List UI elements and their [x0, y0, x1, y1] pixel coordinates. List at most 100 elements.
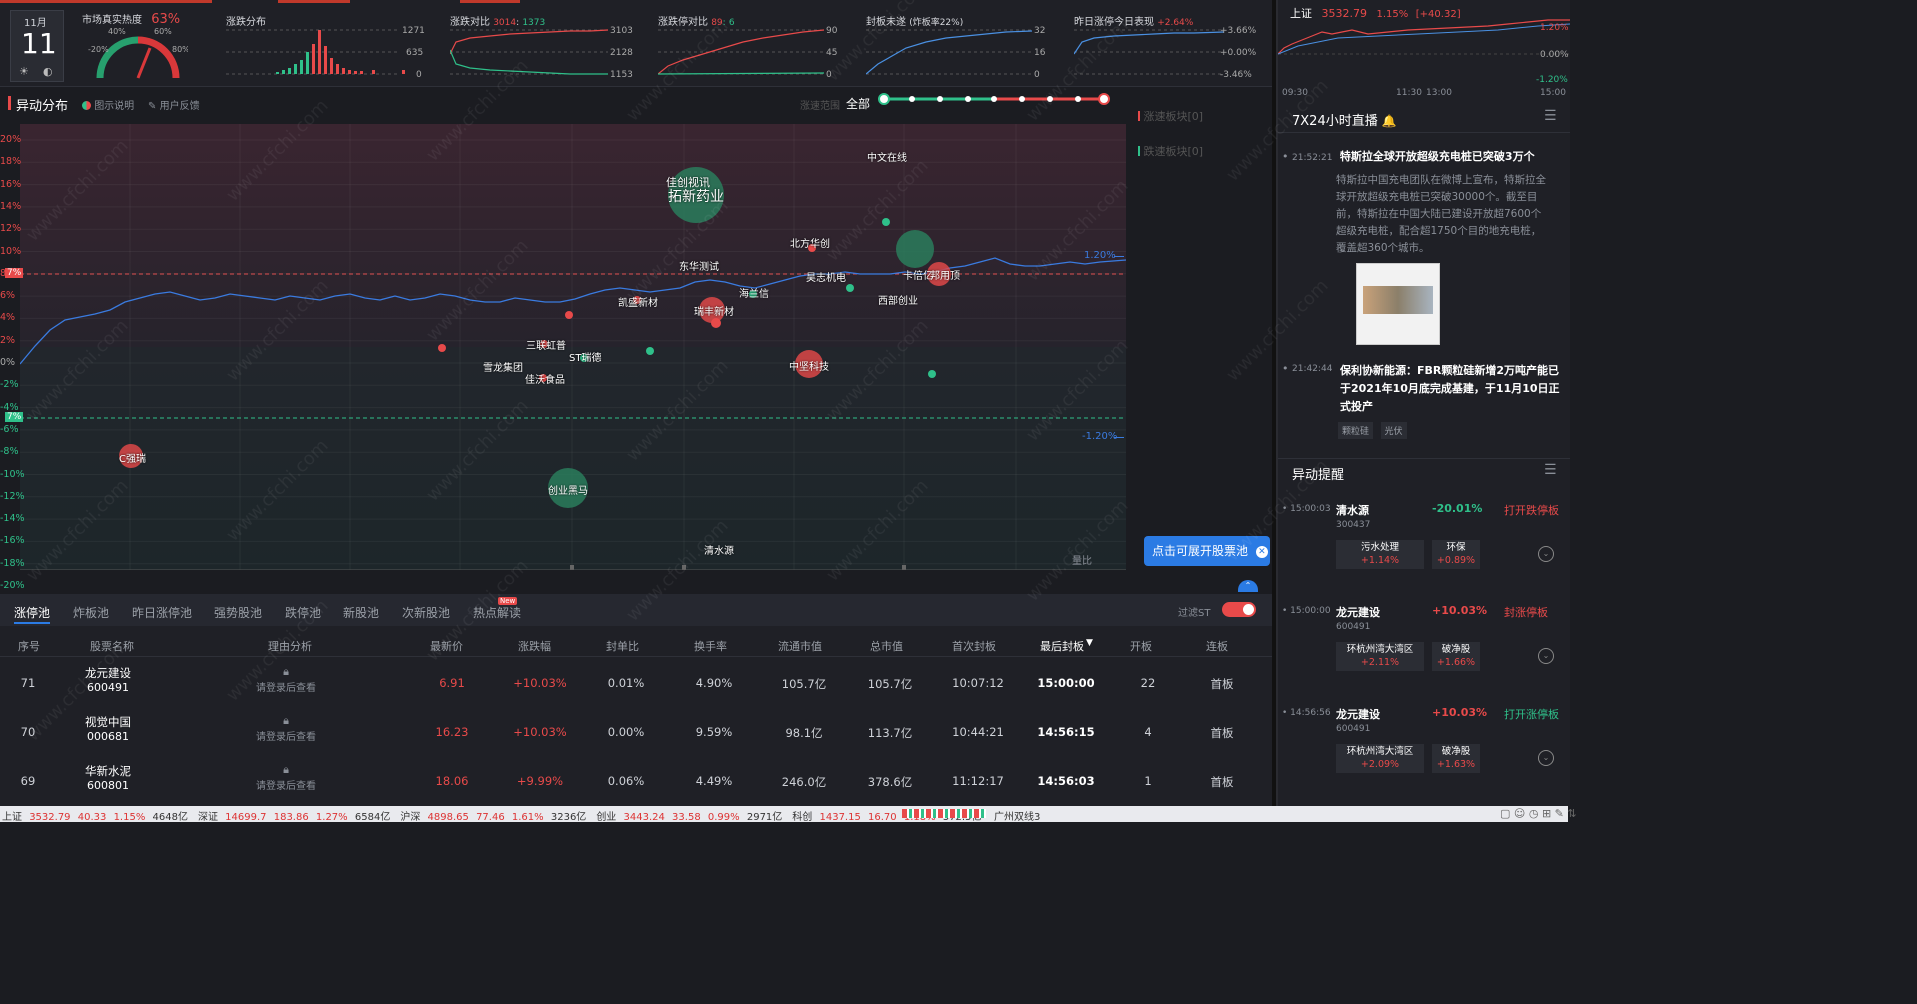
stock-bubble[interactable]	[565, 311, 573, 319]
tab-new-stock-pool[interactable]: 新股池	[343, 606, 380, 620]
status-index[interactable]: 上证 3532.79 40.33 1.15% 4648亿	[2, 812, 188, 823]
stock-bubble[interactable]	[846, 284, 854, 292]
alert-time: 15:00:00	[1290, 606, 1331, 616]
news-tag[interactable]: 光伏	[1380, 422, 1407, 439]
menu-icon[interactable]: ☰	[1544, 108, 1557, 124]
tab-hot-topics[interactable]: 热点解读	[473, 606, 522, 620]
alert-sector-tag[interactable]: 环杭州湾大湾区 +2.11%	[1336, 642, 1424, 671]
alert-stock-name[interactable]: 龙元建设	[1336, 708, 1380, 721]
feedback-label: 用户反馈	[159, 101, 200, 112]
expand-chevron-icon[interactable]: ⌄	[1538, 546, 1554, 562]
menu-icon[interactable]: ☰	[1544, 462, 1557, 478]
stock-bubble[interactable]	[438, 344, 446, 352]
cell-name[interactable]: 龙元建设 600491	[85, 665, 131, 694]
stock-bubble[interactable]	[699, 297, 725, 323]
filter-st-toggle[interactable]	[1222, 602, 1256, 617]
column-header[interactable]: 首次封板	[952, 640, 996, 653]
alert-stock-name[interactable]: 清水源	[1336, 504, 1369, 517]
stock-bubble[interactable]	[711, 318, 721, 328]
cell-name[interactable]: 视觉中国 000681	[85, 714, 131, 743]
close-icon[interactable]: ✕	[1255, 546, 1268, 558]
tab-limit-up-pool[interactable]: 涨停池	[14, 606, 51, 620]
alert-sector-tag[interactable]: 污水处理 +1.14%	[1336, 540, 1424, 569]
stock-bubble[interactable]	[882, 218, 890, 226]
tab-strong-pool[interactable]: 强势股池	[214, 606, 263, 620]
stock-bubble[interactable]	[749, 290, 757, 298]
limit-level: 0	[826, 70, 832, 80]
system-tray-icons[interactable]: ▢ ☺ ◷ ⊞ ✎ ⇅	[1500, 807, 1577, 820]
news-headline[interactable]: 特斯拉全球开放超级充电桩已突破3万个	[1339, 150, 1535, 163]
alert-item[interactable]: • 14:56:56 龙元建设 600491 +10.03% 打开涨停板 环杭州湾大湾区 +…	[1278, 702, 1570, 798]
stock-bubble[interactable]	[808, 244, 816, 252]
column-header[interactable]: 最后封板	[1040, 640, 1084, 653]
column-header[interactable]: 总市值	[870, 640, 903, 653]
stock-bubble[interactable]	[668, 167, 724, 223]
tab-limit-down-pool[interactable]: 跌停池	[285, 606, 322, 620]
moon-icon[interactable]: ◐	[43, 65, 53, 78]
distribution-level: 0	[416, 70, 422, 80]
alert-item[interactable]: • 15:00:00 龙元建设 600491 +10.03% 封涨停板 环杭州湾大湾区 +2…	[1278, 600, 1570, 696]
seal-sub: (炸板率22%)	[909, 18, 964, 28]
status-index[interactable]: 创业 3443.24 33.58 0.99% 2971亿	[596, 812, 783, 823]
expand-chevron-icon[interactable]: ⌄	[1538, 750, 1554, 766]
expand-chevron-icon[interactable]: ⌄	[1538, 648, 1554, 664]
cell-reason[interactable]: 🔒︎ 请登录后查看	[256, 714, 316, 743]
stock-bubble[interactable]	[539, 374, 547, 382]
speed-range-slider[interactable]	[878, 90, 1110, 112]
legend-button[interactable]: 图示说明	[82, 97, 134, 112]
cell-name[interactable]: 华新水泥 600801	[85, 763, 131, 792]
news-item[interactable]: • 21:42:44 保利协新能源：FBR颗粒硅新增2万吨产能已于2021年10…	[1282, 362, 1566, 439]
column-header[interactable]: 封单比	[606, 640, 639, 653]
column-header[interactable]: 理由分析	[268, 640, 312, 653]
stock-bubble[interactable]	[119, 444, 143, 468]
feedback-button[interactable]: ✎ 用户反馈	[148, 97, 200, 112]
news-image[interactable]	[1356, 263, 1440, 345]
column-header[interactable]: 序号	[18, 640, 40, 653]
column-header[interactable]: 开板	[1130, 640, 1152, 653]
alert-sector-tag[interactable]: 环杭州湾大湾区 +2.09%	[1336, 744, 1424, 773]
tab-sub-new-pool[interactable]: 次新股池	[402, 606, 451, 620]
sort-desc-icon[interactable]: ▼	[1086, 638, 1093, 648]
column-header[interactable]: 最新价	[430, 640, 463, 653]
news-headline[interactable]: 保利协新能源：FBR颗粒硅新增2万吨产能已于2021年10月底完成基建，于11月…	[1340, 364, 1560, 413]
alert-item[interactable]: • 15:00:03 清水源 300437 -20.01% 打开跌停板 污水处理 +1.14…	[1278, 498, 1570, 594]
news-item[interactable]: • 21:52:21 特斯拉全球开放超级充电桩已突破3万个 特斯拉中国充电团队在…	[1282, 148, 1566, 345]
status-index[interactable]: 深证 14699.7 183.86 1.27% 6584亿	[197, 812, 391, 823]
stock-bubble[interactable]	[548, 468, 588, 508]
column-header[interactable]: 连板	[1206, 640, 1228, 653]
anomaly-scatter-plot[interactable]	[20, 124, 1126, 570]
stock-bubble[interactable]	[896, 230, 934, 268]
stock-bubble[interactable]	[633, 296, 641, 304]
stock-bubble[interactable]	[927, 262, 951, 286]
news-tag[interactable]: 颗粒硅	[1338, 422, 1374, 439]
rise-block-label[interactable]: 涨速板块[0]	[1138, 108, 1203, 124]
column-header[interactable]: 流通市值	[778, 640, 822, 653]
stock-bubble[interactable]	[540, 340, 548, 348]
expand-pool-tooltip[interactable]: 点击可展开股票池 ✕	[1144, 536, 1270, 566]
tab-yesterday-pool[interactable]: 昨日涨停池	[132, 606, 193, 620]
stock-bubble[interactable]	[580, 354, 588, 362]
index-mini-chart[interactable]: 上证 3532.79 1.15% [+40.32] 1.20% 0.00% -1…	[1276, 0, 1570, 100]
alert-sector-tag[interactable]: 环保 +0.89%	[1432, 540, 1480, 569]
cell-reason[interactable]: 🔒︎ 请登录后查看	[256, 763, 316, 792]
stock-bubble[interactable]	[795, 350, 823, 378]
tab-broken-pool[interactable]: 炸板池	[73, 606, 110, 620]
stock-bubble[interactable]	[928, 370, 936, 378]
sun-icon[interactable]: ☀	[19, 65, 29, 78]
bell-icon[interactable]: 🔔	[1381, 114, 1397, 128]
column-header[interactable]: 涨跌幅	[518, 640, 551, 653]
collapse-arrow-icon[interactable]: ⌃	[1238, 580, 1258, 592]
alert-sector-tag[interactable]: 破净股 +1.63%	[1432, 744, 1480, 773]
fall-block-label[interactable]: 跌速板块[0]	[1138, 143, 1203, 159]
y-tick-label: 12%	[0, 223, 22, 235]
status-index[interactable]: 沪深 4898.65 77.46 1.61% 3236亿	[400, 812, 587, 823]
alert-stock-name[interactable]: 龙元建设	[1336, 606, 1380, 619]
stock-bubble[interactable]	[646, 347, 654, 355]
alert-sector-tag[interactable]: 破净股 +1.66%	[1432, 642, 1480, 671]
panel-splitter[interactable]	[1272, 0, 1276, 806]
news-time: 21:52:21	[1292, 153, 1333, 163]
cell-reason[interactable]: 🔒︎ 请登录后查看	[256, 665, 316, 694]
column-header[interactable]: 换手率	[694, 640, 727, 653]
date-selector[interactable]: 11月 11 ☀ ◐	[10, 10, 64, 82]
column-header[interactable]: 股票名称	[90, 640, 134, 653]
